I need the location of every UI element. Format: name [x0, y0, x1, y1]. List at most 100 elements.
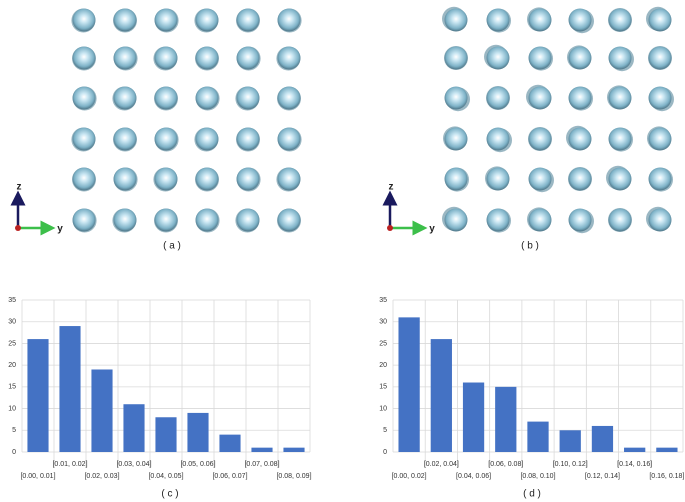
bar [591, 425, 614, 452]
atom [486, 167, 510, 191]
y-tick-label: 20 [8, 362, 16, 369]
atom [528, 127, 552, 151]
atom [113, 208, 137, 232]
atom [236, 86, 260, 110]
atom [648, 127, 672, 151]
atom [72, 46, 96, 70]
atom [568, 86, 592, 110]
atom [277, 46, 301, 70]
atom [195, 8, 219, 32]
atom [486, 8, 510, 32]
x-tick-label: [0.00, 0.01] [20, 473, 55, 480]
atom [236, 127, 260, 151]
atom [568, 46, 592, 70]
y-tick-label: 30 [379, 319, 387, 326]
axis-label: y [429, 224, 435, 235]
x-tick-label: [0.07, 0.08] [244, 461, 279, 468]
x-tick-label: [0.02, 0.04] [424, 461, 459, 468]
atom [528, 167, 552, 191]
atom [648, 8, 672, 32]
x-tick-label: [0.02, 0.03] [84, 473, 119, 480]
atom [236, 167, 260, 191]
atom [195, 127, 219, 151]
atom [608, 127, 632, 151]
atom [154, 167, 178, 191]
y-tick-label: 10 [379, 405, 387, 412]
x-tick-label: [0.01, 0.02] [52, 461, 87, 468]
atom [277, 208, 301, 232]
atom [528, 46, 552, 70]
axis-label: z [389, 182, 394, 193]
y-tick-label: 0 [383, 449, 387, 456]
axis-label: z [17, 182, 22, 193]
atom [113, 46, 137, 70]
y-tick-label: 35 [379, 297, 387, 304]
atom [608, 167, 632, 191]
y-tick-label: 35 [8, 297, 16, 304]
y-tick-label: 30 [8, 319, 16, 326]
atom [648, 46, 672, 70]
atom [277, 86, 301, 110]
atom [72, 8, 96, 32]
atom [113, 167, 137, 191]
atom [113, 8, 137, 32]
y-tick-label: 5 [12, 427, 16, 434]
bar [155, 417, 177, 452]
panel-label: ( c ) [161, 489, 178, 500]
atom [154, 127, 178, 151]
atom [568, 208, 592, 232]
atom [608, 208, 632, 232]
atom [444, 46, 468, 70]
atom [72, 167, 96, 191]
bar [527, 421, 549, 452]
atom [72, 208, 96, 232]
atom [568, 8, 592, 32]
atom [444, 167, 468, 191]
x-tick-label: [0.00, 0.02] [392, 473, 427, 480]
bar [559, 430, 581, 452]
atom [568, 167, 592, 191]
bar [430, 339, 452, 452]
atom [568, 127, 592, 151]
x-tick-label: [0.12, 0.14] [585, 473, 620, 480]
atom [608, 8, 632, 32]
bar [251, 447, 273, 452]
x-tick-label: [0.03, 0.04] [116, 461, 151, 468]
atom [608, 86, 632, 110]
panel-label: ( d ) [523, 489, 541, 500]
panel-label: ( a ) [163, 241, 181, 252]
atom [277, 8, 301, 32]
atom [236, 208, 260, 232]
atom [72, 86, 96, 110]
atom [195, 86, 219, 110]
atom [444, 8, 468, 32]
atom [528, 86, 552, 110]
x-tick-label: [0.04, 0.05] [148, 473, 183, 480]
x-tick-label: [0.08, 0.09] [276, 473, 311, 480]
x-tick-label: [0.08, 0.10] [520, 473, 555, 480]
y-tick-label: 15 [379, 384, 387, 391]
x-tick-label: [0.14, 0.16] [617, 461, 652, 468]
bar [462, 382, 485, 452]
bar [187, 412, 209, 452]
atom [113, 86, 137, 110]
bar [123, 404, 145, 452]
x-tick-label: [0.06, 0.07] [212, 473, 247, 480]
bar [283, 447, 305, 452]
atom [154, 208, 178, 232]
atom [648, 86, 672, 110]
x-tick-label: [0.16, 0.18] [649, 473, 684, 480]
origin [387, 225, 393, 231]
axis-triad: z y [10, 182, 63, 236]
y-tick-label: 5 [383, 427, 387, 434]
bar [91, 369, 113, 452]
atom [444, 86, 468, 110]
bar [624, 447, 646, 452]
atom [277, 167, 301, 191]
bar [219, 434, 241, 452]
x-tick-label: [0.04, 0.06] [456, 473, 491, 480]
atom [277, 127, 301, 151]
y-tick-label: 25 [379, 340, 387, 347]
atom [648, 208, 672, 232]
